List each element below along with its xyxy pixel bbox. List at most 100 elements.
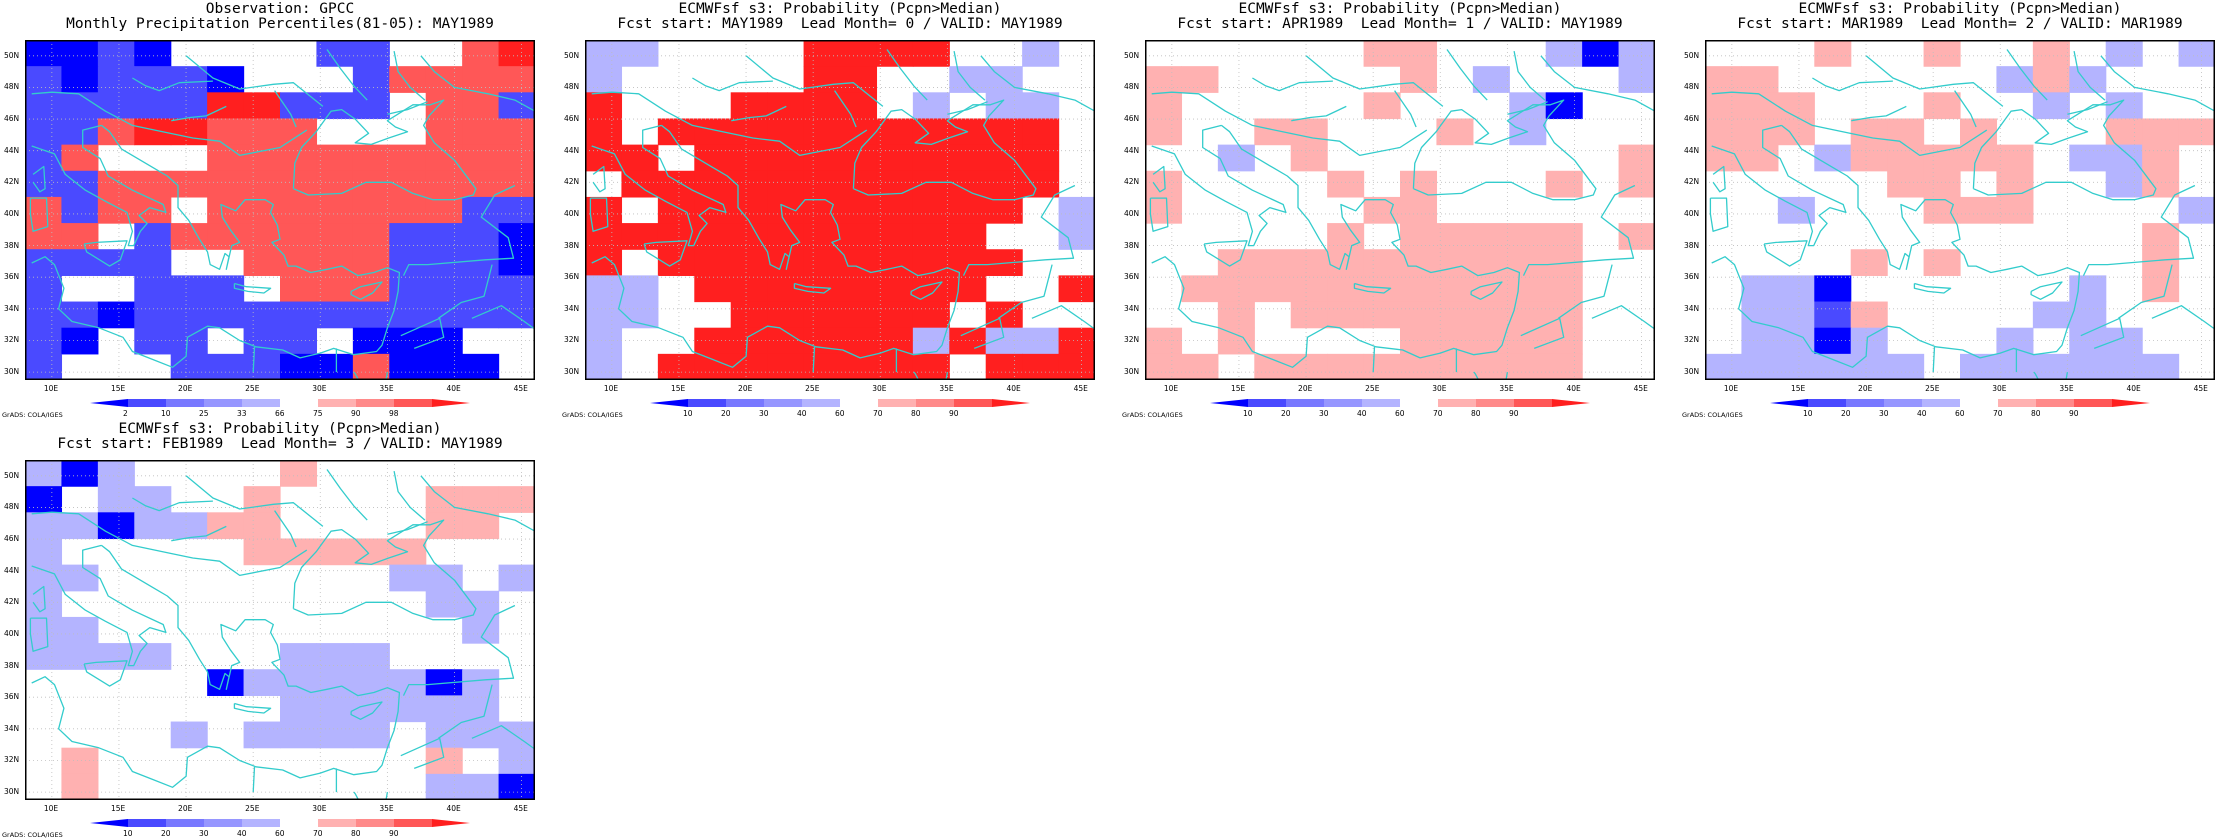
grid-cell: [498, 223, 535, 250]
colorbar: [650, 399, 1030, 407]
coastline: [812, 346, 816, 373]
grid-cell: [1254, 275, 1292, 303]
grid-cell: [1327, 301, 1365, 329]
colorbar-label: 30: [1879, 409, 1889, 418]
colorbar-segment: [1286, 399, 1325, 407]
grid-cell: [585, 249, 623, 276]
colorbar-label: 66: [275, 409, 285, 418]
grid-cell: [207, 144, 245, 172]
lat-tick-label: 34N: [1684, 303, 1700, 313]
panel-title-line2: Fcst start: APR1989 Lead Month= 1 / VALI…: [1177, 16, 1623, 32]
lat-tick-label: 50N: [1124, 50, 1140, 60]
lat-tick-label: 44N: [1684, 145, 1700, 155]
grid-cell: [767, 118, 805, 146]
lon-tick-label: 25E: [1925, 384, 1940, 393]
coastline: [2080, 317, 2125, 350]
grid-cell: [694, 249, 732, 276]
grid-cell: [280, 721, 318, 749]
lon-tick-label: 40E: [2126, 384, 2141, 393]
coastline: [252, 346, 256, 373]
colorbar-segment: [1400, 399, 1439, 407]
grid-cell: [425, 590, 463, 618]
grid-cell: [170, 301, 208, 329]
colorbar-label: 60: [1395, 409, 1405, 418]
grid-cell: [25, 460, 63, 487]
lat-tick-label: 40N: [4, 628, 20, 638]
coastline: [960, 317, 1005, 350]
colorbar-label: 70: [313, 829, 323, 838]
grid-cell: [1363, 249, 1401, 276]
map-panel-lead3: ECMWFsf s3: Probability (Pcpn>Median) Fcs…: [0, 420, 560, 840]
grid-cell: [1436, 275, 1474, 303]
lat-tick-label: 48N: [1684, 82, 1700, 92]
grid-cell: [316, 643, 354, 670]
grid-cell: [389, 327, 427, 355]
map-area: [585, 40, 1095, 380]
lat-tick-label: 34N: [1124, 303, 1140, 313]
grid-cell: [621, 223, 659, 250]
grid-cell: [949, 144, 987, 172]
coastline: [233, 282, 272, 294]
grid-cell: [498, 196, 535, 224]
grid-cell: [1618, 170, 1655, 198]
colorbar: [1770, 399, 2150, 407]
grid-cell: [1327, 353, 1365, 380]
grid-cell: [25, 223, 63, 250]
lon-tick-label: 30E: [872, 384, 887, 393]
panel-title-line1: ECMWFsf s3: Probability (Pcpn>Median): [1798, 1, 2122, 17]
grid-cell: [207, 512, 245, 540]
grid-cell: [280, 538, 318, 566]
colorbar-label: 30: [1319, 409, 1329, 418]
grid-cell: [803, 301, 841, 329]
grid-cell: [585, 301, 623, 329]
grid-cell: [1472, 327, 1510, 355]
grid-cell: [730, 144, 768, 172]
grid-cell: [912, 170, 950, 198]
grid-cell: [389, 564, 427, 592]
lon-tick-label: 10E: [1723, 384, 1739, 393]
grid-cell: [134, 40, 172, 67]
grid-cell: [352, 301, 390, 329]
lat-tick-label: 50N: [564, 50, 580, 60]
coastline: [400, 737, 445, 770]
grid-cell: [1400, 301, 1438, 329]
coastline: [31, 544, 167, 667]
grid-cell: [462, 512, 500, 540]
lon-tick-label: 45E: [513, 384, 528, 393]
grid-cell: [1472, 66, 1510, 93]
grid-cell: [2069, 144, 2107, 172]
colorbar-label: 80: [2031, 409, 2041, 418]
coastline: [1709, 197, 1729, 232]
colorbar-segment: [432, 399, 470, 407]
colorbar-segment: [128, 819, 167, 827]
grid-cell: [2142, 249, 2180, 276]
grid-cell: [352, 721, 390, 749]
colorbar-segment: [2036, 399, 2075, 407]
grid-cell: [1887, 118, 1925, 146]
coastline: [2030, 281, 2063, 300]
grid-cell: [462, 486, 500, 513]
coastline: [1851, 105, 1907, 122]
grid-cell: [61, 170, 99, 198]
colorbar-segment: [916, 399, 955, 407]
grid-cell: [97, 66, 135, 93]
coastline: [350, 281, 383, 300]
grid-cell: [25, 512, 63, 540]
grid-cell: [1741, 301, 1779, 329]
map-svg: [25, 460, 535, 800]
colorbar-label: 10: [123, 829, 133, 838]
coastline: [387, 521, 428, 535]
grid-cell: [730, 92, 768, 120]
map-svg: [1705, 40, 2215, 380]
grid-cell: [352, 695, 390, 723]
map-area: [1705, 40, 2215, 380]
coastline: [233, 702, 272, 714]
grid-cell: [425, 564, 463, 592]
grid-cell: [730, 196, 768, 224]
colorbar-segment: [394, 819, 433, 827]
coastline: [1151, 124, 1521, 368]
lat-tick-label: 30N: [4, 367, 20, 377]
grid-cell: [1705, 66, 1743, 93]
coastline: [252, 766, 256, 793]
lat-tick-label: 34N: [4, 303, 20, 313]
